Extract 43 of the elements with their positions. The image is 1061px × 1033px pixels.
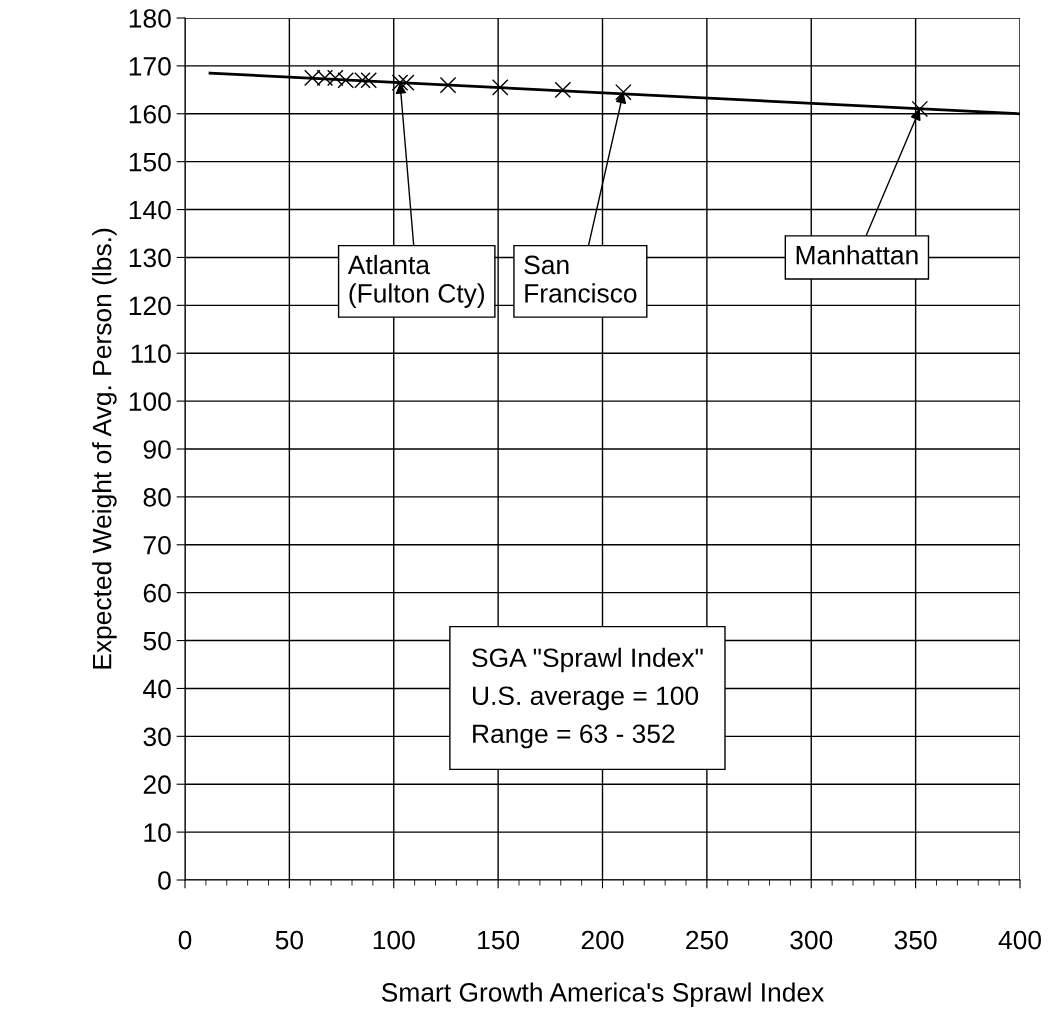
point — [554, 81, 572, 99]
y-tick-label: 20 — [143, 775, 171, 795]
y-tick-label: 160 — [129, 104, 171, 124]
point — [391, 74, 409, 91]
y-tick-label: 120 — [129, 296, 171, 316]
y-tick-label: 140 — [129, 200, 171, 220]
y-tick-label: 10 — [144, 823, 171, 842]
point — [439, 76, 457, 94]
x-tick-label: 200 — [581, 930, 624, 950]
y-tick-label: 70 — [143, 535, 171, 555]
x-tick-label: 250 — [686, 930, 728, 950]
x-axis-title: Smart Growth America's Sprawl Index — [381, 982, 824, 1007]
y-tick-label: 100 — [129, 392, 171, 411]
point — [360, 71, 378, 89]
x-tick-label: 150 — [478, 930, 520, 950]
x-tick-label: 0 — [178, 930, 192, 950]
x-tick-label: 400 — [998, 930, 1041, 950]
y-tick-label: 170 — [129, 57, 171, 76]
x-tick-label: 300 — [790, 930, 833, 950]
point — [397, 74, 415, 91]
y-tick-label: 150 — [129, 152, 171, 172]
point — [911, 100, 929, 118]
annotation: SGA "Sprawl Index" U.S. average = 100 Range = 63 - 352 — [472, 647, 703, 749]
point — [615, 83, 632, 101]
y-tick-label: 50 — [143, 631, 171, 651]
annotation: Manhattan — [796, 245, 918, 265]
y-tick-label: 80 — [143, 488, 171, 507]
annotation: Atlanta (Fulton Cty) — [347, 254, 485, 308]
x-tick-label: 50 — [275, 930, 304, 950]
point — [491, 79, 509, 96]
x-tick-label: 100 — [373, 930, 415, 950]
point — [326, 69, 344, 87]
y-tick-label: 60 — [143, 583, 171, 603]
y-tick-label: 110 — [131, 344, 171, 364]
x-tick-label: 350 — [894, 930, 937, 950]
y-axis-title: Expected Weight of Avg. Person (lbs.) — [92, 228, 117, 669]
y-tick-label: 180 — [129, 9, 171, 28]
y-tick-label: 0 — [158, 871, 171, 890]
y-tick-label: 30 — [143, 727, 171, 747]
annotation: San Francisco — [524, 255, 637, 303]
y-tick-label: 90 — [143, 440, 171, 459]
y-tick-label: 130 — [129, 248, 171, 268]
y-tick-label: 40 — [143, 679, 171, 699]
